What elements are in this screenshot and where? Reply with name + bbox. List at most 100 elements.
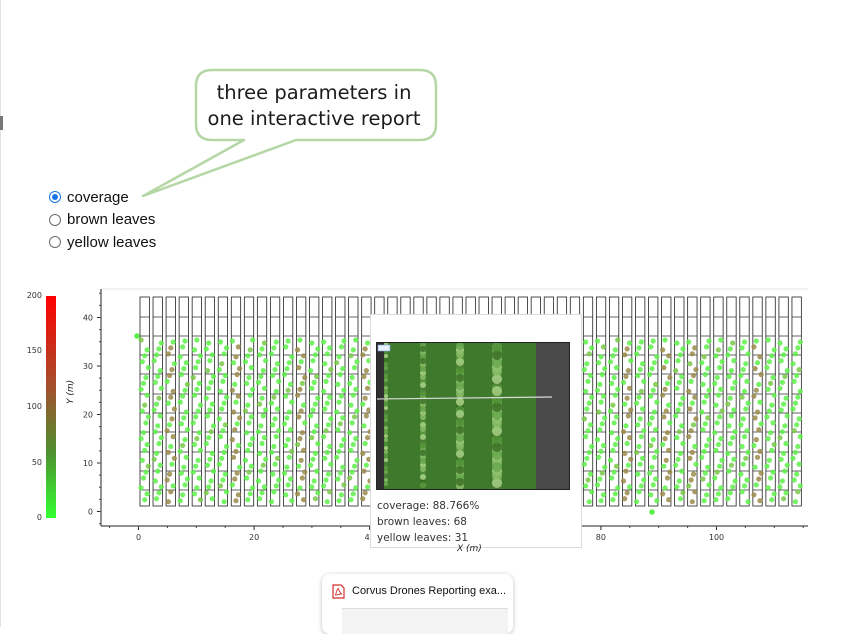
data-point: [302, 469, 308, 475]
data-point: [756, 476, 762, 482]
data-point: [153, 401, 160, 407]
radio-yellow-leaves[interactable]: yellow leaves: [49, 231, 156, 254]
data-point: [272, 461, 278, 467]
data-point: [758, 470, 764, 476]
data-point: [340, 464, 346, 470]
data-point: [335, 427, 341, 433]
data-point: [360, 401, 366, 407]
data-point: [626, 385, 633, 391]
data-point: [144, 491, 150, 497]
data-point: [219, 455, 225, 461]
data-point: [157, 462, 163, 468]
data-point: [741, 339, 748, 345]
data-point: [268, 449, 275, 455]
data-point: [741, 434, 748, 440]
radio-button-brown-leaves[interactable]: [49, 213, 61, 226]
radio-label-yellow-leaves[interactable]: yellow leaves: [67, 233, 157, 251]
radio-button-coverage[interactable]: [49, 191, 61, 204]
data-point: [613, 365, 620, 371]
radio-label-coverage[interactable]: coverage: [67, 188, 129, 206]
data-point: [703, 442, 710, 449]
data-point: [284, 366, 290, 372]
data-point: [325, 471, 332, 477]
data-point: [636, 443, 642, 450]
data-point: [713, 402, 719, 408]
data-point: [688, 477, 694, 483]
data-point: [234, 470, 240, 476]
data-point: [156, 346, 162, 352]
data-point: [335, 476, 341, 482]
data-point: [796, 416, 802, 422]
data-point: [283, 344, 289, 350]
data-point: [699, 409, 705, 415]
pdf-title[interactable]: Corvus Drones Reporting exa...: [352, 585, 507, 597]
data-point: [140, 430, 147, 436]
data-point: [607, 457, 614, 463]
data-point: [327, 489, 333, 495]
data-point: [271, 489, 277, 495]
data-point: [195, 408, 201, 414]
data-point: [666, 402, 672, 408]
data-point: [233, 448, 239, 454]
radio-brown-leaves[interactable]: brown leaves: [49, 209, 156, 232]
data-point: [597, 381, 603, 387]
plot-cell-column: [256, 296, 268, 507]
data-point: [315, 490, 321, 496]
data-point: [261, 340, 268, 346]
data-point: [660, 347, 666, 353]
data-point: [250, 436, 256, 442]
data-point: [639, 361, 646, 367]
data-point: [155, 423, 161, 429]
data-point: [250, 386, 256, 392]
data-point: [673, 413, 679, 419]
data-point: [341, 482, 347, 488]
data-point: [195, 457, 201, 463]
data-point: [679, 373, 685, 380]
data-point: [751, 442, 757, 449]
data-point: [171, 361, 177, 367]
data-point: [692, 394, 698, 400]
data-point: [353, 337, 359, 343]
data-point: [797, 339, 803, 345]
data-point: [354, 359, 360, 365]
data-point: [680, 395, 686, 401]
data-point: [139, 359, 145, 365]
data-point: [183, 454, 189, 460]
data-point: [610, 497, 616, 503]
radio-label-brown-leaves[interactable]: brown leaves: [67, 211, 156, 229]
data-point: [246, 469, 252, 475]
data-point: [751, 492, 757, 498]
data-point: [676, 478, 682, 484]
data-point: [633, 400, 640, 406]
data-point: [203, 490, 209, 496]
data-point: [181, 415, 187, 421]
data-point: [143, 420, 149, 426]
data-point: [622, 401, 628, 407]
data-point: [222, 372, 228, 379]
x-tick-label: 80: [596, 533, 606, 542]
data-point: [794, 471, 800, 477]
y-tick-label: 0: [88, 508, 93, 517]
data-point: [283, 393, 289, 399]
data-point: [360, 352, 366, 358]
pdf-preview-chip[interactable]: Corvus Drones Reporting exa...: [322, 574, 513, 634]
data-point: [299, 475, 305, 481]
data-point: [247, 491, 253, 497]
data-point: [322, 361, 328, 367]
data-point: [757, 399, 763, 405]
data-point: [738, 372, 744, 379]
tooltip-coverage: coverage: 88.766%: [377, 500, 480, 512]
data-point: [612, 441, 618, 448]
data-point: [765, 485, 771, 491]
data-point: [654, 448, 660, 454]
data-point: [717, 414, 723, 420]
data-point: [667, 420, 673, 426]
data-point: [289, 448, 295, 454]
radio-coverage[interactable]: coverage: [49, 186, 156, 209]
data-point: [680, 440, 686, 447]
data-point: [767, 380, 774, 386]
data-point: [756, 427, 762, 433]
radio-button-yellow-leaves[interactable]: [49, 236, 61, 249]
data-point: [587, 422, 594, 428]
data-point: [184, 381, 191, 387]
